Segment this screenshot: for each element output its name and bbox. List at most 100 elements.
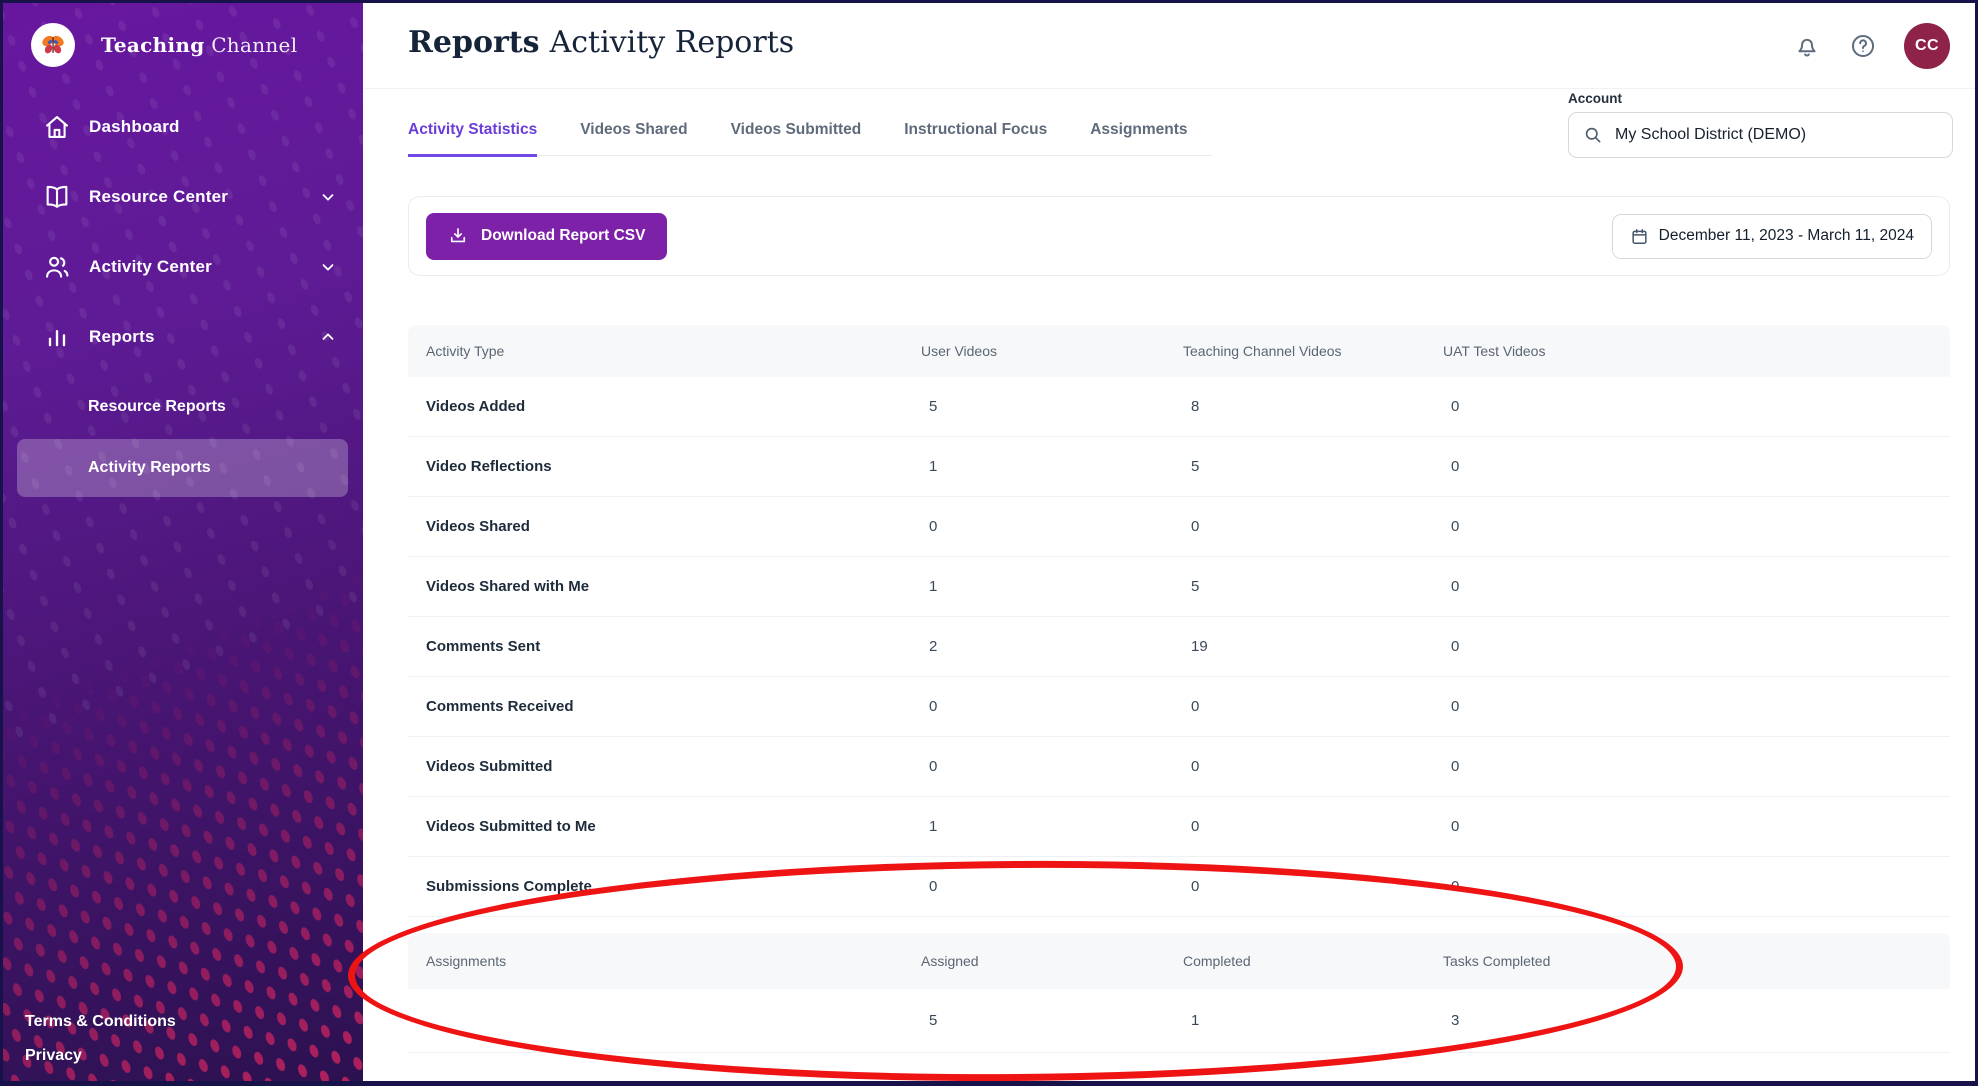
cell-value: 1	[929, 578, 938, 595]
terms-link[interactable]: Terms & Conditions	[25, 1013, 176, 1030]
sidebar-item-dashboard[interactable]: Dashboard	[3, 103, 363, 151]
brand-name-bold: Teaching	[101, 33, 205, 57]
sidebar-item-label: Resource Center	[89, 187, 229, 206]
cell-value: 0	[929, 758, 938, 775]
brand-name: Teaching Channel	[101, 33, 297, 57]
bar-chart-icon	[43, 323, 71, 351]
help-icon[interactable]	[1848, 31, 1878, 61]
cell-value: 0	[1451, 398, 1460, 415]
sidebar-subitem-label: Resource Reports	[88, 398, 226, 415]
home-icon	[43, 113, 71, 141]
sidebar-item-label: Reports	[89, 327, 155, 346]
row-label: Videos Submitted to Me	[426, 818, 596, 835]
cell-value: 0	[929, 698, 938, 715]
account-search-input[interactable]: My School District (DEMO)	[1568, 112, 1953, 158]
column-header: Activity Type	[426, 343, 505, 359]
row-label: Videos Shared with Me	[426, 578, 590, 595]
row-label: Videos Added	[426, 398, 526, 415]
tab-videos-submitted[interactable]: Videos Submitted	[730, 121, 862, 138]
sidebar-item-activity-center[interactable]: Activity Center	[3, 243, 363, 291]
user-avatar[interactable]: CC	[1904, 23, 1950, 69]
cell-value: 0	[1191, 698, 1200, 715]
row-label: Comments Received	[426, 698, 574, 715]
table-header-row: Activity Type User Videos Teaching Chann…	[408, 325, 1950, 377]
table-row: Videos Shared with Me 1 5 0	[408, 557, 1950, 617]
cell-value: 3	[1451, 1012, 1460, 1029]
table-row: Comments Sent 2 19 0	[408, 617, 1950, 677]
column-header: Assigned	[921, 953, 979, 969]
sidebar-item-resource-reports[interactable]: Resource Reports	[3, 383, 363, 431]
table-row: Submissions Complete 0 0 0	[408, 857, 1950, 917]
cell-value: 0	[1451, 758, 1460, 775]
download-button-label: Download Report CSV	[481, 227, 646, 244]
cell-value: 1	[929, 458, 938, 475]
sidebar-item-label: Dashboard	[89, 117, 180, 136]
tab-instructional-focus[interactable]: Instructional Focus	[904, 121, 1048, 138]
butterfly-logo-icon	[31, 23, 75, 67]
cell-value: 0	[1191, 518, 1200, 535]
cell-value: 5	[1191, 578, 1200, 595]
row-label: Comments Sent	[426, 638, 541, 655]
table-header-row: Assignments Assigned Completed Tasks Com…	[408, 933, 1950, 989]
date-range-value: December 11, 2023 - March 11, 2024	[1658, 227, 1914, 244]
tab-activity-statistics[interactable]: Activity Statistics	[408, 109, 538, 157]
cell-value: 0	[929, 878, 938, 895]
column-header: Teaching Channel Videos	[1183, 343, 1342, 359]
cell-value: 0	[1451, 818, 1460, 835]
date-range-picker[interactable]: December 11, 2023 - March 11, 2024	[1611, 213, 1932, 259]
download-icon	[448, 226, 468, 246]
activity-statistics-table: Activity Type User Videos Teaching Chann…	[408, 325, 1950, 917]
cell-value: 0	[1191, 878, 1200, 895]
cell-value: 0	[1451, 578, 1460, 595]
page-title-sub: Activity Reports	[549, 25, 795, 60]
brand-logo[interactable]: Teaching Channel	[3, 3, 363, 67]
cell-value: 0	[1451, 878, 1460, 895]
tab-videos-shared[interactable]: Videos Shared	[580, 121, 688, 138]
cell-value: 0	[1451, 638, 1460, 655]
calendar-icon	[1630, 227, 1649, 246]
table-row: Videos Shared 0 0 0	[408, 497, 1950, 557]
column-header: Completed	[1183, 953, 1251, 969]
tab-assignments[interactable]: Assignments	[1090, 121, 1188, 138]
cell-value: 0	[1191, 758, 1200, 775]
reports-subnav: Resource Reports Activity Reports	[3, 383, 363, 497]
row-label: Video Reflections	[426, 458, 552, 475]
cell-value: 1	[1191, 1012, 1200, 1029]
chevron-down-icon	[319, 188, 337, 206]
table-row: Video Reflections 1 5 0	[408, 437, 1950, 497]
sidebar-subitem-label: Activity Reports	[88, 459, 211, 476]
cell-value: 0	[1451, 698, 1460, 715]
report-tabs: Activity Statistics Videos Shared Videos…	[408, 109, 1212, 157]
sidebar-item-resource-center[interactable]: Resource Center	[3, 173, 363, 221]
download-report-csv-button[interactable]: Download Report CSV	[426, 212, 668, 260]
header-actions: CC	[1792, 23, 1950, 69]
table-row: Videos Submitted to Me 1 0 0	[408, 797, 1950, 857]
page-title: Reports Activity Reports	[408, 25, 794, 60]
people-icon	[43, 253, 71, 281]
column-header: Tasks Completed	[1443, 953, 1551, 969]
notifications-bell-icon[interactable]	[1792, 31, 1822, 61]
row-label: Videos Shared	[426, 518, 530, 535]
cell-value: 19	[1191, 638, 1208, 655]
cell-value: 5	[929, 398, 938, 415]
cell-value: 8	[1191, 398, 1200, 415]
table-row: 5 1 3	[408, 989, 1950, 1053]
header-divider	[363, 88, 1975, 89]
search-icon	[1583, 125, 1603, 145]
cell-value: 5	[1191, 458, 1200, 475]
assignments-table: Assignments Assigned Completed Tasks Com…	[408, 933, 1950, 1053]
sidebar-item-activity-reports[interactable]: Activity Reports	[17, 439, 348, 497]
cell-value: 1	[929, 818, 938, 835]
cell-value: 0	[1451, 458, 1460, 475]
privacy-link[interactable]: Privacy	[25, 1047, 82, 1064]
brand-name-light: Channel	[211, 33, 298, 57]
column-header: User Videos	[921, 343, 998, 359]
page-title-section: Reports	[408, 25, 540, 60]
sidebar-item-reports[interactable]: Reports	[3, 313, 363, 361]
account-value: My School District (DEMO)	[1615, 126, 1807, 143]
sidebar-nav: Dashboard Resource Center	[3, 103, 363, 497]
account-selector: Account My School District (DEMO)	[1568, 91, 1953, 158]
table-row: Comments Received 0 0 0	[408, 677, 1950, 737]
cell-value: 0	[1451, 518, 1460, 535]
